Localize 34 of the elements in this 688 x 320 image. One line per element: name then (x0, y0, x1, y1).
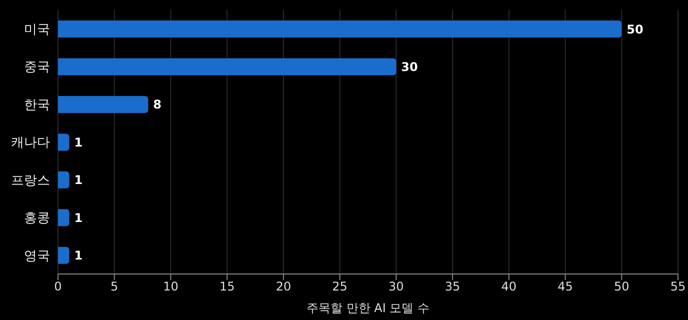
x-tick-label: 15 (219, 280, 235, 294)
y-tick-label: 중국 (24, 60, 50, 76)
x-tick-label: 35 (444, 280, 460, 294)
x-tick-label: 55 (670, 280, 686, 294)
data-label: 1 (74, 210, 83, 225)
bar (58, 134, 70, 151)
bar (58, 96, 148, 113)
bar (58, 209, 70, 226)
x-tick-label: 20 (276, 280, 292, 294)
bar (58, 20, 622, 38)
bar (58, 171, 70, 188)
x-tick-label: 25 (332, 280, 348, 294)
y-tick-label: 미국 (24, 22, 50, 38)
data-label: 1 (74, 173, 83, 188)
data-label: 50 (626, 22, 644, 36)
x-tick-label: 40 (501, 280, 517, 294)
y-tick-label: 한국 (24, 98, 50, 113)
bar (58, 246, 70, 264)
x-tick-label: 30 (388, 280, 404, 294)
y-tick-label: 영국 (24, 248, 50, 264)
x-axis-title: 주목할 만한 AI 모델 수 (306, 301, 430, 315)
x-tick-label: 45 (558, 280, 573, 294)
data-label: 1 (74, 135, 83, 150)
data-label: 1 (74, 248, 83, 263)
data-label: 30 (401, 60, 418, 74)
x-tick-label: 50 (614, 280, 630, 294)
x-tick-label: 0 (54, 280, 62, 294)
x-tick-label: 5 (110, 280, 118, 294)
data-label: 8 (153, 98, 162, 112)
x-tick-label: 10 (163, 280, 178, 294)
y-tick-label: 홍콩 (24, 211, 50, 226)
bar (58, 58, 396, 76)
y-tick-label: 프랑스 (11, 173, 50, 188)
y-tick-label: 캐나다 (11, 136, 50, 151)
